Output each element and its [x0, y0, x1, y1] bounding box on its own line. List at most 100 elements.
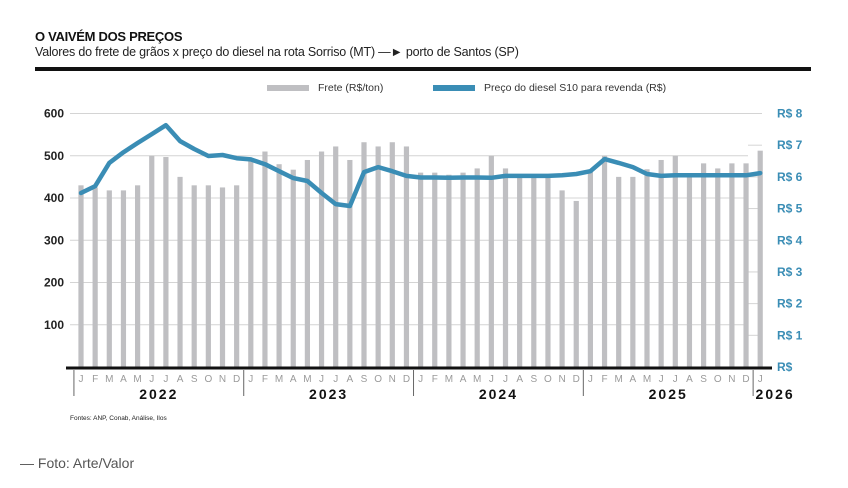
x-tick-label: A [177, 374, 184, 385]
y-left-tick-label: 100 [44, 318, 64, 332]
x-tick-label: S [700, 374, 707, 385]
x-tick-label: N [219, 374, 226, 385]
x-tick-label: A [516, 374, 523, 385]
x-tick-label: M [445, 374, 453, 385]
y-left-tick-label: 600 [44, 107, 64, 121]
x-tick-label: F [601, 374, 607, 385]
x-tick-label: N [558, 374, 565, 385]
bar [729, 163, 735, 367]
x-tick-label: A [120, 374, 127, 385]
x-tick-label: N [389, 374, 396, 385]
bar [616, 176, 622, 367]
bar [686, 174, 693, 367]
bar [644, 169, 650, 367]
chart-source: Fontes: ANP, Conab, Análise, Ilos [70, 415, 167, 422]
x-tick-label: J [149, 374, 154, 385]
year-label: 2024 [479, 386, 518, 402]
x-tick-label: M [275, 374, 283, 385]
x-tick-label: M [473, 374, 481, 385]
bar [234, 185, 240, 367]
legend-item-frete: Frete (R$/ton) [267, 82, 383, 94]
x-tick-label: F [92, 374, 98, 385]
bar [757, 150, 763, 367]
x-tick-label: J [163, 374, 168, 385]
photo-credit: — Foto: Arte/Valor [20, 455, 135, 471]
bar [460, 172, 466, 367]
bar [318, 151, 325, 367]
bar [389, 142, 395, 367]
y-left-tick-label: 500 [44, 149, 64, 163]
x-tick-label: F [262, 374, 268, 385]
x-tick-label: A [347, 374, 354, 385]
x-tick-label: M [133, 374, 141, 385]
x-tick-label: N [728, 374, 735, 385]
x-tick-label: M [643, 374, 651, 385]
x-tick-label: J [588, 374, 593, 385]
x-tick-label: A [686, 374, 693, 385]
legend-swatch-line [433, 85, 475, 91]
bar [630, 176, 636, 367]
bar [361, 142, 367, 367]
bar [191, 185, 197, 367]
x-tick-label: J [503, 374, 508, 385]
x-tick-label: S [191, 374, 198, 385]
bar [219, 187, 226, 367]
x-tick-label: J [758, 374, 763, 385]
bar [106, 190, 112, 367]
year-label: 2023 [309, 386, 348, 402]
x-tick-label: J [489, 374, 494, 385]
y-right-tick-label: R$ 3 [777, 265, 803, 279]
y-left-tick-label: 400 [44, 191, 64, 205]
bar [672, 155, 678, 367]
y-right-tick-label: R$ 2 [777, 297, 803, 311]
y-right-tick-label: R$ 8 [777, 107, 803, 121]
bar [304, 159, 310, 367]
y-right-tick-label: R$ 4 [777, 233, 803, 247]
legend-item-diesel: Preço do diesel S10 para revenda (R$) [433, 82, 666, 94]
y-left-tick-label: 300 [44, 233, 64, 247]
x-tick-label: S [361, 374, 368, 385]
x-tick-label: M [615, 374, 623, 385]
year-label: 2022 [139, 386, 178, 402]
x-tick-label: O [544, 374, 552, 385]
legend-label-frete: Frete (R$/ton) [318, 82, 384, 94]
bar [474, 168, 480, 367]
bar [163, 157, 169, 367]
year-label: 2026 [756, 386, 795, 402]
bar [446, 174, 452, 367]
title-rule [35, 67, 811, 71]
x-tick-label: J [79, 374, 84, 385]
axes: 100 200 300 400 500 600 R$ R$ 1 R$ 2 R$ 3 R$ 4 R$ 5… [44, 107, 803, 403]
x-tick-label: S [530, 374, 537, 385]
x-tick-label: D [233, 374, 240, 385]
legend-swatch-bar [267, 85, 309, 91]
legend-label-diesel: Preço do diesel S10 para revenda (R$) [484, 82, 667, 94]
x-tick-label: J [659, 374, 664, 385]
x-tick-label: D [742, 374, 749, 385]
x-tick-label: A [630, 374, 637, 385]
x-tick-label: A [290, 374, 297, 385]
y-right-tick-label: R$ 7 [777, 138, 803, 152]
bar [149, 155, 155, 367]
bar [333, 146, 339, 367]
line-series-diesel [78, 122, 763, 209]
y-right-tick-label: R$ [777, 360, 793, 374]
bar [559, 190, 565, 367]
x-tick-label: J [418, 374, 423, 385]
bar [701, 163, 707, 367]
bar [418, 172, 424, 367]
bar [502, 168, 509, 367]
bar [262, 151, 268, 367]
bar [545, 176, 551, 367]
chart-title: O VAIVÉM DOS PREÇOS [35, 29, 183, 44]
chart-subtitle: Valores do frete de grãos x preço do die… [35, 45, 519, 59]
bar-series-frete [78, 142, 763, 367]
bar [205, 185, 211, 367]
y-left-tick-label: 200 [44, 276, 64, 290]
gridlines [70, 113, 762, 336]
bar [403, 146, 410, 367]
x-tick-label: M [105, 374, 113, 385]
x-tick-label: J [248, 374, 253, 385]
bar [601, 155, 608, 367]
